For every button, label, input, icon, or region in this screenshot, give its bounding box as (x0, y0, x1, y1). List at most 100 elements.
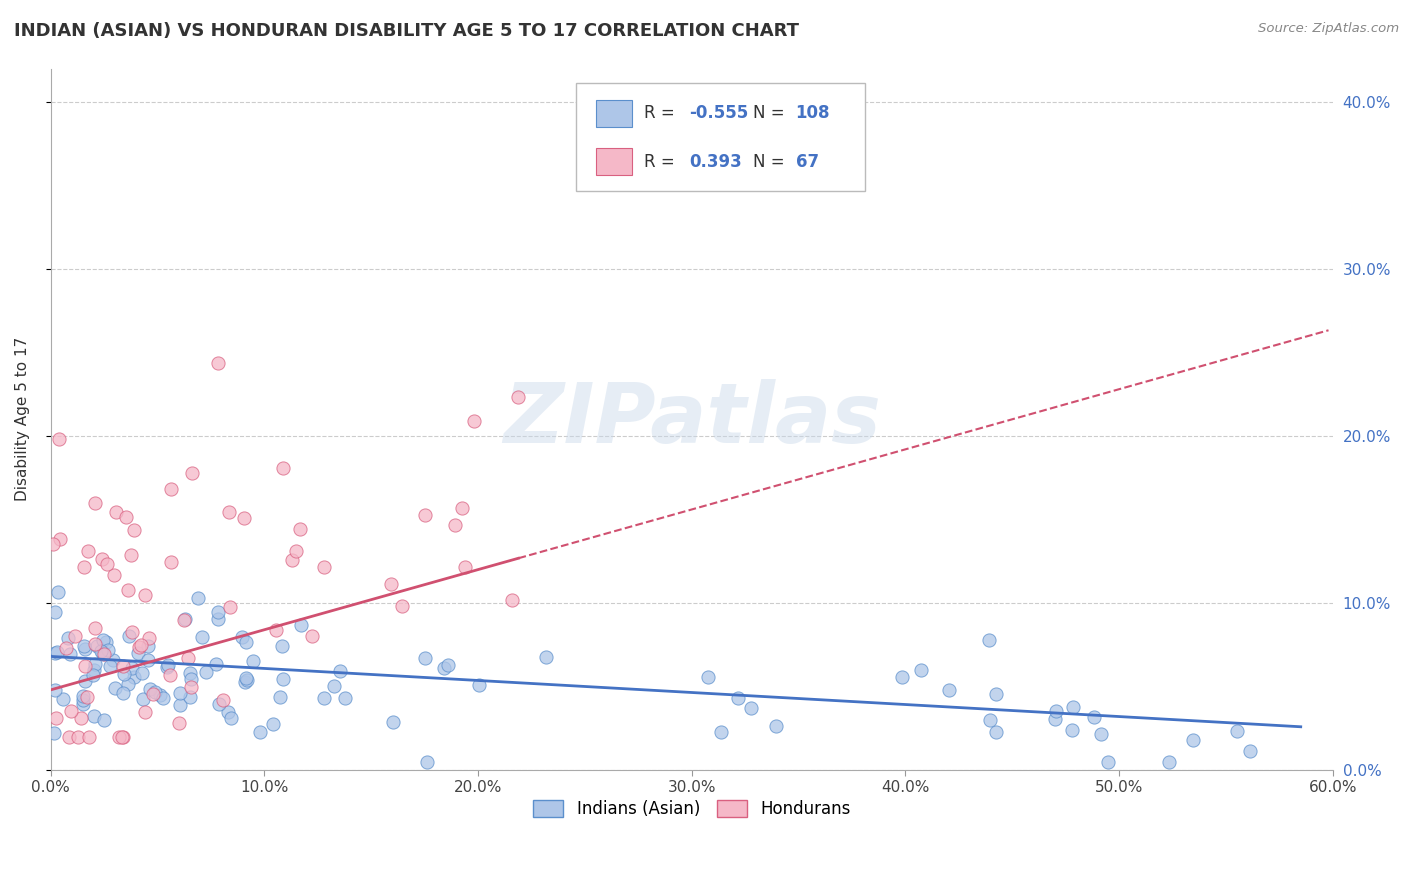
Point (269, 690, 291, 704)
Text: ZIPatlas: ZIPatlas (503, 379, 880, 459)
FancyBboxPatch shape (596, 148, 631, 175)
Point (72, 693, 94, 707)
Point (273, 672, 295, 686)
Point (44, 606, 66, 620)
Point (58, 730, 80, 744)
Point (205, 657, 228, 672)
Point (58, 631, 80, 645)
Text: N =: N = (754, 104, 785, 122)
Point (181, 467, 204, 481)
Point (136, 640, 159, 654)
Point (42, 537, 65, 551)
Point (314, 560, 336, 574)
Point (49, 532, 72, 546)
Point (986, 725, 1008, 739)
Point (1097, 755, 1119, 769)
Point (131, 666, 153, 681)
Text: -0.555: -0.555 (689, 104, 748, 122)
Legend: Indians (Asian), Hondurans: Indians (Asian), Hondurans (527, 793, 858, 825)
Point (207, 605, 229, 619)
Point (77, 543, 100, 558)
Point (104, 681, 127, 695)
Point (463, 414, 485, 428)
Point (136, 653, 159, 667)
Point (413, 651, 436, 665)
Point (145, 685, 167, 699)
Point (91, 647, 114, 661)
Point (1045, 704, 1067, 718)
Point (217, 705, 239, 719)
Point (1225, 724, 1247, 739)
Point (207, 612, 229, 626)
Point (138, 632, 160, 646)
Point (93, 714, 115, 728)
Point (48, 432, 70, 446)
Point (281, 552, 304, 566)
Point (381, 715, 404, 730)
Point (83, 621, 105, 635)
Point (433, 661, 456, 675)
Point (453, 560, 475, 574)
Point (436, 658, 458, 673)
Point (134, 705, 156, 719)
Point (60, 704, 83, 718)
Point (83, 663, 105, 677)
Point (118, 629, 141, 643)
Point (90, 644, 112, 658)
Point (986, 686, 1008, 700)
Point (82, 668, 104, 682)
Point (264, 623, 287, 637)
Point (236, 673, 259, 687)
Text: N =: N = (754, 153, 785, 170)
Point (121, 661, 143, 675)
FancyBboxPatch shape (596, 100, 631, 127)
Point (155, 659, 177, 673)
Point (91, 646, 114, 660)
Point (740, 701, 762, 715)
Point (173, 613, 195, 627)
Point (1239, 744, 1261, 758)
Point (77, 730, 100, 744)
Point (131, 691, 153, 706)
Point (290, 522, 312, 536)
Text: 108: 108 (796, 104, 830, 122)
Point (83, 637, 105, 651)
Point (710, 724, 733, 739)
Point (1090, 727, 1112, 741)
Point (128, 640, 150, 654)
Point (112, 686, 135, 700)
Point (1181, 732, 1204, 747)
Point (111, 659, 134, 673)
Y-axis label: Disability Age 5 to 17: Disability Age 5 to 17 (15, 337, 30, 501)
Point (301, 629, 323, 643)
Text: R =: R = (644, 104, 675, 122)
Point (187, 591, 209, 606)
Point (45, 711, 67, 725)
Point (67, 730, 90, 744)
Point (233, 674, 256, 689)
Point (70, 711, 93, 725)
Point (508, 390, 530, 404)
Point (167, 715, 190, 730)
Point (262, 717, 284, 731)
Point (1157, 755, 1180, 769)
Point (249, 725, 271, 739)
Point (72, 690, 94, 704)
Point (1062, 723, 1084, 737)
Point (52, 692, 75, 706)
Point (218, 505, 240, 519)
Point (910, 663, 932, 677)
Point (391, 599, 413, 614)
Point (105, 505, 128, 519)
Point (59, 647, 82, 661)
Point (75, 641, 97, 656)
Point (75, 658, 97, 673)
Point (169, 686, 191, 700)
Text: INDIAN (ASIAN) VS HONDURAN DISABILITY AGE 5 TO 17 CORRELATION CHART: INDIAN (ASIAN) VS HONDURAN DISABILITY AG… (14, 22, 799, 40)
Point (73, 560, 96, 574)
Text: Source: ZipAtlas.com: Source: ZipAtlas.com (1258, 22, 1399, 36)
Point (235, 671, 257, 685)
Point (534, 650, 557, 665)
Point (1062, 699, 1084, 714)
Point (208, 697, 231, 711)
